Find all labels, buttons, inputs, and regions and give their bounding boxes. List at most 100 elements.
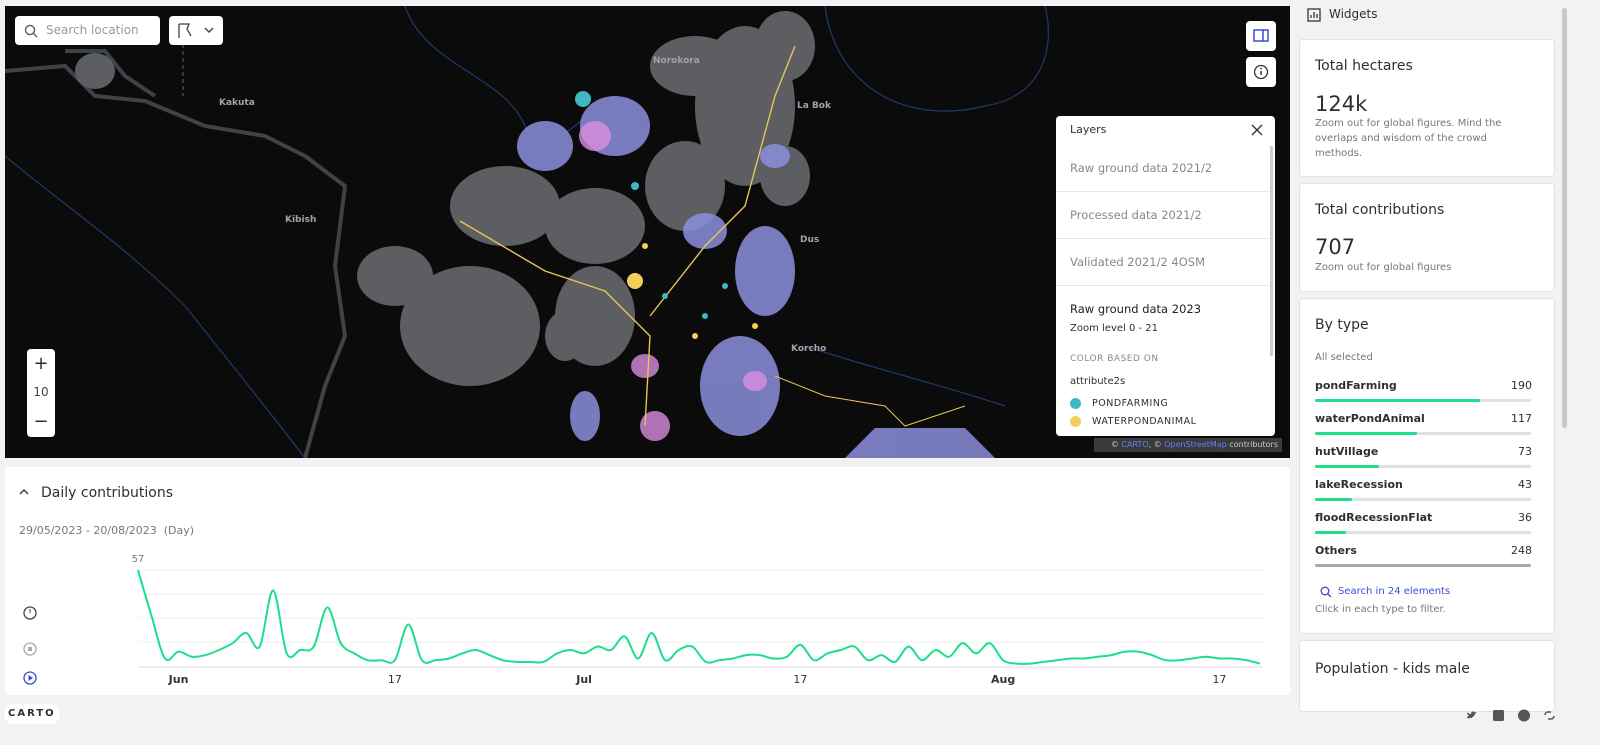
layer-item[interactable]: Processed data 2021/2 — [1056, 192, 1270, 239]
daily-panel: Daily contributions 29/05/2023 - 20/08/2… — [5, 467, 1290, 695]
search-placeholder: Search location — [46, 23, 139, 37]
type-value: 117 — [1511, 412, 1532, 425]
bar-track — [1315, 432, 1531, 435]
type-value: 190 — [1511, 379, 1532, 392]
layer-item[interactable]: Raw ground data 2021/2 — [1056, 145, 1270, 192]
type-name[interactable]: pondFarming — [1315, 379, 1397, 392]
contributions-card: Total contributions 707 Zoom out for glo… — [1299, 183, 1555, 292]
type-value: 36 — [1518, 511, 1532, 524]
place-label: Dus — [800, 235, 819, 245]
x-tick-label: 17 — [793, 673, 807, 686]
type-value: 248 — [1511, 544, 1532, 557]
x-tick-label: Aug — [991, 673, 1015, 686]
type-name[interactable]: hutVillage — [1315, 445, 1379, 458]
type-bar — [1315, 399, 1481, 402]
player-controls — [23, 606, 37, 685]
search-box[interactable]: Search location — [15, 16, 160, 45]
type-value: 73 — [1518, 445, 1532, 458]
legend-label: WATERPONDANIMAL — [1092, 416, 1197, 427]
info-button[interactable] — [1246, 57, 1276, 87]
type-bar — [1315, 498, 1353, 501]
filter-hint: Click in each type to filter. — [1315, 604, 1446, 615]
type-value: 43 — [1518, 478, 1532, 491]
by-type-card: By type All selected Search in 24 elemen… — [1299, 298, 1555, 634]
bar-track — [1315, 498, 1531, 501]
card-title: Population - kids male — [1315, 661, 1470, 677]
card-note: Zoom out for global figures. Mind the ov… — [1315, 118, 1502, 159]
x-tick-label: Jun — [168, 673, 189, 686]
sidebar-scrollbar — [1562, 8, 1567, 428]
draw-icon — [178, 23, 214, 38]
type-name[interactable]: lakeRecession — [1315, 478, 1403, 491]
card-title: By type — [1315, 317, 1369, 333]
daily-title: Daily contributions — [41, 485, 174, 501]
scrollbar — [1270, 146, 1273, 356]
type-bar — [1315, 531, 1347, 534]
layer-name: Processed data 2021/2 — [1070, 208, 1202, 222]
interval-text: (Day) — [163, 524, 195, 537]
x-tick-label: 17 — [388, 673, 402, 686]
place-label: Korcho — [791, 344, 826, 354]
zoom-out[interactable]: − — [33, 411, 49, 432]
card-value: 707 — [1315, 235, 1356, 259]
contributions-line — [137, 569, 1261, 665]
info-icon — [1253, 64, 1269, 80]
zoom-control: + 10 − — [27, 349, 55, 437]
attribution-suffix: contributors — [1229, 440, 1278, 449]
layer-list: Raw ground data 2021/2 Processed data 202… — [1056, 145, 1270, 436]
place-label: La Bok — [797, 101, 832, 111]
legend-swatch — [1070, 416, 1081, 427]
carto-logo[interactable]: CARTO — [4, 704, 60, 724]
place-label: Kakuta — [219, 98, 255, 108]
widgets-icon — [1307, 8, 1321, 22]
layers-panel: Layers Raw ground data 2021/2 Processed d… — [1056, 116, 1275, 436]
color-attribute: attribute2s — [1070, 376, 1126, 387]
type-bar — [1315, 465, 1379, 468]
range-text: 29/05/2023 - 20/08/2023 — [19, 524, 157, 537]
layer-item[interactable]: Validated 2021/2 4OSM — [1056, 239, 1270, 286]
legend-swatch — [1070, 398, 1081, 409]
layer-name: Raw ground data 2021/2 — [1070, 161, 1213, 175]
attribution: © CARTO, © OpenStreetMap contributors — [1094, 438, 1282, 452]
type-bar — [1315, 432, 1417, 435]
search-icon — [1320, 586, 1332, 598]
x-tick-label: 17 — [1212, 673, 1226, 686]
zoom-range: Zoom level 0 - 21 — [1070, 323, 1159, 334]
place-label: Norokora — [653, 56, 700, 66]
panel-icon — [1253, 29, 1269, 42]
type-bar — [1315, 564, 1531, 567]
card-title: Total hectares — [1315, 58, 1413, 74]
type-name[interactable]: Others — [1315, 544, 1357, 557]
card-note: Zoom out for global figures — [1315, 262, 1452, 273]
type-name[interactable]: floodRecessionFlat — [1315, 511, 1433, 524]
layer-name: Raw ground data 2023 — [1070, 302, 1202, 316]
bar-track — [1315, 465, 1531, 468]
close-icon[interactable] — [1251, 124, 1263, 136]
carto-link[interactable]: CARTO — [1121, 440, 1149, 449]
zoom-in[interactable]: + — [33, 353, 49, 374]
daily-range: 29/05/2023 - 20/08/2023 (Day) — [19, 524, 194, 537]
population-card: Population - kids male — [1299, 640, 1555, 712]
layer-item[interactable]: Raw ground data 2023 Zoom level 0 - 21 COL… — [1056, 286, 1270, 436]
card-value: 124k — [1315, 92, 1368, 116]
panel-toggle[interactable] — [1246, 21, 1276, 51]
collapse-icon[interactable] — [18, 487, 30, 497]
card-title: Total contributions — [1315, 202, 1445, 218]
search-icon — [24, 24, 38, 38]
search-elements[interactable]: Search in 24 elements — [1338, 586, 1451, 597]
zoom-level: 10 — [33, 385, 49, 399]
max-label: 57 — [132, 554, 145, 565]
selection-status: All selected — [1315, 352, 1373, 363]
widgets-title: Widgets — [1329, 7, 1378, 21]
layer-name: Validated 2021/2 4OSM — [1070, 255, 1206, 269]
daily-chart: Jun 17 Jul 17 Aug 17 57 — [132, 554, 1263, 686]
social-links — [1467, 709, 1555, 722]
layers-title: Layers — [1070, 123, 1107, 136]
place-label: Kibish — [285, 215, 316, 225]
bar-track — [1315, 531, 1531, 534]
type-name[interactable]: waterPondAnimal — [1315, 412, 1425, 425]
hectares-card: Total hectares 124k Zoom out for global … — [1299, 39, 1555, 177]
draw-tool[interactable] — [169, 16, 223, 45]
osm-link[interactable]: OpenStreetMap — [1164, 440, 1227, 449]
